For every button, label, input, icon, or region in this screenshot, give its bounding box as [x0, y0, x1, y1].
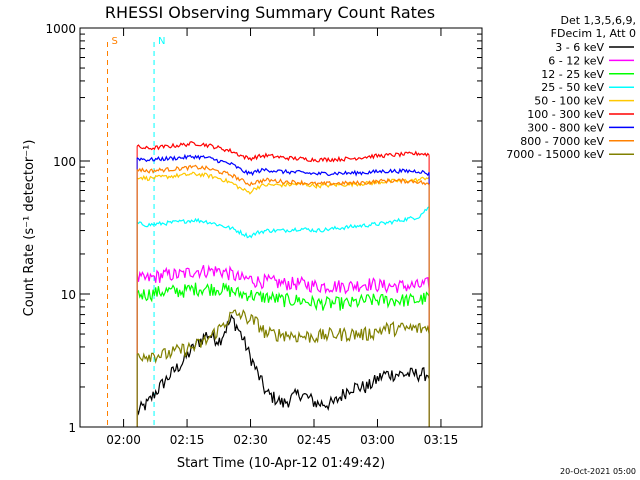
x-tick-label: 03:00: [360, 433, 395, 447]
series-line: [136, 206, 430, 239]
x-tick-label: 02:30: [233, 433, 268, 447]
marker-label-n: N: [158, 36, 165, 47]
series-line: [137, 309, 430, 365]
x-axis: 02:00 02:15 02:30 02:45 03:00 03:15: [106, 28, 458, 447]
marker-label-s: S: [112, 36, 118, 47]
y-tick-label: 10: [61, 288, 76, 302]
legend-header-line-1: Det 1,3,5,6,9,: [560, 14, 636, 27]
y-tick-label: 100: [53, 155, 76, 169]
x-axis-label: Start Time (10-Apr-12 01:49:42): [177, 456, 385, 471]
legend-label: 7000 - 15000 keV: [506, 148, 604, 161]
legend-label: 300 - 800 keV: [527, 121, 604, 134]
legend-header-line-2: FDecim 1, Att 0: [551, 27, 636, 40]
y-axis: 1 10 100 1000: [45, 22, 482, 435]
series-layer: [136, 141, 430, 427]
legend: Det 1,3,5,6,9, FDecim 1, Att 0 3 - 6 keV…: [506, 14, 636, 161]
legend-label: 6 - 12 keV: [548, 54, 604, 67]
legend-label: 12 - 25 keV: [541, 68, 604, 81]
legend-label: 3 - 6 keV: [555, 41, 604, 54]
legend-label: 25 - 50 keV: [541, 81, 604, 94]
series-line: [136, 282, 430, 312]
y-axis-label: Count Rate (s⁻¹ detector⁻¹): [22, 140, 37, 317]
x-tick-label: 02:00: [106, 433, 141, 447]
y-tick-label: 1: [68, 421, 76, 435]
series-line: [136, 153, 430, 177]
x-tick-label: 02:45: [297, 433, 332, 447]
series-line: [136, 164, 430, 187]
chart-title: RHESSI Observing Summary Count Rates: [105, 3, 435, 22]
legend-label: 800 - 7000 keV: [520, 135, 604, 148]
legend-label: 100 - 300 keV: [527, 108, 604, 121]
plot-frame: [79, 27, 483, 428]
x-tick-label: 02:15: [170, 433, 205, 447]
footer-date: 20-Oct-2021 05:00: [560, 467, 636, 476]
x-tick-label: 03:15: [424, 433, 459, 447]
y-tick-label: 1000: [45, 22, 76, 36]
series-line: [136, 264, 430, 295]
series-line: [136, 141, 430, 163]
legend-label: 50 - 100 keV: [534, 95, 604, 108]
